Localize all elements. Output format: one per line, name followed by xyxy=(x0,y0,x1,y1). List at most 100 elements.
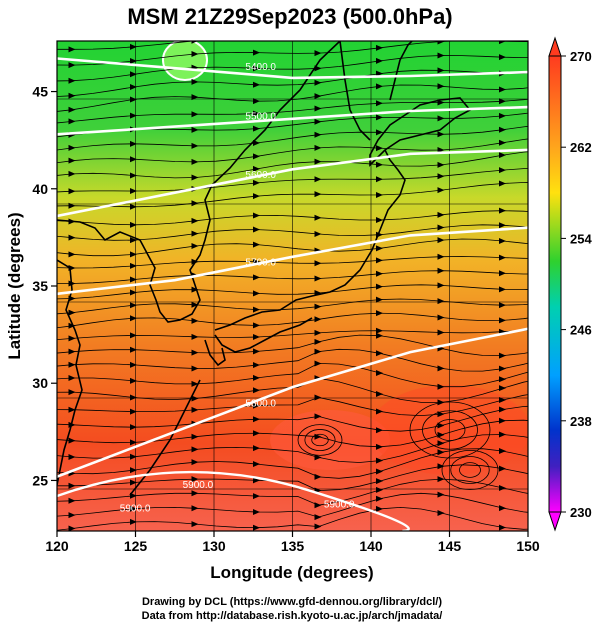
flow-arrow xyxy=(376,70,383,77)
flow-arrow xyxy=(499,180,506,187)
flow-arrow xyxy=(253,153,260,160)
colorbar-tick-label: 262 xyxy=(570,140,592,155)
height-contour-line xyxy=(57,470,410,531)
flow-arrow xyxy=(191,317,199,324)
contour-label: 5400.0 xyxy=(245,62,276,73)
flow-arrow xyxy=(376,114,383,121)
flow-arrow xyxy=(191,78,199,85)
flow-arrow xyxy=(314,158,322,165)
flow-arrow xyxy=(499,286,506,293)
flow-arrow xyxy=(314,93,322,100)
flow-arrow xyxy=(314,176,322,183)
flow-arrow xyxy=(130,424,137,431)
flow-arrow xyxy=(130,346,137,353)
flow-arrow xyxy=(314,65,322,72)
flow-arrow xyxy=(68,251,76,258)
warm-region-east xyxy=(370,385,528,475)
flow-arrow xyxy=(253,226,260,233)
flow-arrow xyxy=(499,396,506,403)
flow-arrow xyxy=(437,253,445,260)
flow-arrow xyxy=(437,329,445,336)
flow-arrow xyxy=(437,440,445,447)
flow-arrow xyxy=(253,49,260,56)
flow-arrow xyxy=(376,145,383,152)
flow-arrow xyxy=(191,365,199,372)
chart-title: MSM 21Z29Sep2023 (500.0hPa) xyxy=(127,4,452,29)
flow-arrow xyxy=(253,193,260,200)
flow-arrow xyxy=(68,309,76,316)
flow-arrow xyxy=(253,165,260,172)
flow-arrow xyxy=(68,118,76,125)
colorbar: 270 262 254 246 238 230 xyxy=(548,36,592,532)
flow-arrow xyxy=(499,524,506,531)
flow-arrow xyxy=(253,322,260,329)
flow-arrow xyxy=(253,402,260,409)
flow-arrow xyxy=(68,92,76,99)
flow-arrow xyxy=(191,111,199,118)
flow-arrow xyxy=(437,115,445,122)
colorbar-min-triangle xyxy=(548,511,562,532)
flow-arrow xyxy=(499,505,506,512)
flow-arrow xyxy=(376,176,383,183)
flow-arrow xyxy=(130,237,137,244)
flow-arrow xyxy=(437,365,445,372)
flow-arrow xyxy=(376,57,383,64)
flow-arrow xyxy=(68,77,76,84)
flow-arrow xyxy=(499,54,506,61)
flow-arrow xyxy=(499,465,506,472)
flow-arrow xyxy=(376,270,383,277)
flow-arrow xyxy=(130,112,137,119)
flow-arrow xyxy=(130,302,137,309)
colorbar-max-triangle xyxy=(548,36,562,57)
flow-arrow xyxy=(499,485,506,492)
x-tick-label: 130 xyxy=(202,538,226,554)
flow-arrow xyxy=(437,267,445,274)
flow-arrow xyxy=(376,495,383,502)
flow-arrow xyxy=(499,385,506,392)
swirl-streamline xyxy=(434,419,466,441)
flow-arrow xyxy=(191,476,199,483)
height-contour-line xyxy=(57,148,528,218)
flow-arrow xyxy=(253,212,260,219)
flow-arrow xyxy=(499,167,506,174)
colorbar-ticks: 270 262 254 246 238 230 xyxy=(561,49,592,520)
flow-arrow xyxy=(437,298,445,305)
flow-arrow xyxy=(130,172,137,179)
flow-arrow xyxy=(314,502,322,509)
flow-arrow xyxy=(253,362,260,369)
swirl-streamline xyxy=(450,456,490,484)
flow-arrow xyxy=(437,224,445,231)
flow-arrow xyxy=(253,110,260,117)
x-tick-label: 145 xyxy=(438,538,462,554)
flow-arrow xyxy=(68,348,76,355)
flow-arrow xyxy=(191,395,199,402)
flow-arrow xyxy=(68,188,76,195)
x-tick-label: 135 xyxy=(281,538,305,554)
flow-arrow xyxy=(314,348,322,355)
flow-arrow xyxy=(437,449,445,456)
flow-arrow xyxy=(314,523,322,530)
flow-arrow xyxy=(253,81,260,88)
flow-arrow xyxy=(314,79,322,86)
flow-arrow xyxy=(437,211,445,218)
flow-arrow xyxy=(68,264,76,271)
flow-arrow xyxy=(376,191,383,198)
flow-arrow xyxy=(191,286,199,293)
flow-arrow xyxy=(253,139,260,146)
flow-arrow xyxy=(376,100,383,107)
x-tick-label: 140 xyxy=(359,538,383,554)
flow-arrow xyxy=(499,317,506,324)
flow-arrow xyxy=(68,437,76,444)
flow-arrow xyxy=(253,348,260,355)
flow-arrow xyxy=(499,302,506,309)
flow-arrow xyxy=(253,461,260,468)
flow-arrow xyxy=(376,283,383,290)
x-tick-label: 150 xyxy=(516,538,540,554)
flow-arrow xyxy=(499,406,506,413)
flow-arrow xyxy=(68,525,76,531)
y-tick-label: 25 xyxy=(32,472,48,488)
flow-arrow xyxy=(130,71,137,78)
flow-arrow xyxy=(130,57,137,64)
flow-arrow xyxy=(314,514,322,521)
flow-arrow xyxy=(68,335,76,342)
